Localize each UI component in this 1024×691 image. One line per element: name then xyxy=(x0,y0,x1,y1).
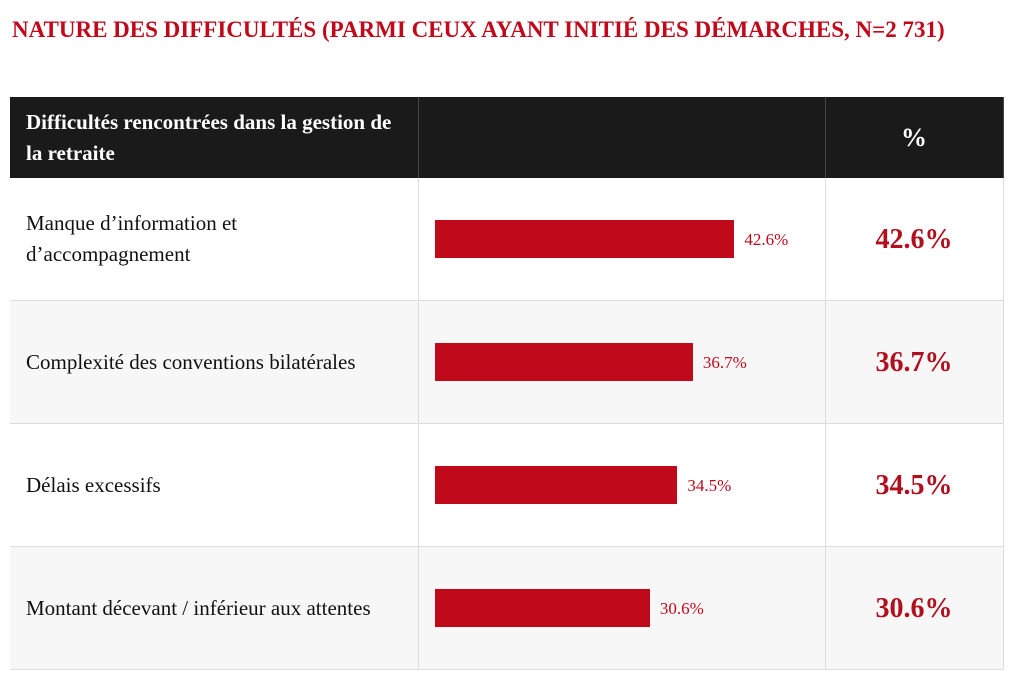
bar-label: 34.5% xyxy=(687,475,732,495)
percent: 42.6% xyxy=(825,178,1004,301)
bar-label: 30.6% xyxy=(659,598,704,618)
bar xyxy=(434,589,650,627)
header-row: Difficultés rencontrées dans la gestion … xyxy=(10,97,1004,178)
row: Montant décevant / inférieur aux attente… xyxy=(10,546,1004,670)
row: Manque d’information et d’accompagnement… xyxy=(10,178,1004,301)
title: NATURE DES DIFFICULTÉS (PARMI CEUX AYANT… xyxy=(12,17,945,42)
row-label: Complexité des conventions bilatérales xyxy=(10,300,419,424)
bar-cell: 30.6% xyxy=(418,546,826,670)
header-label: Difficultés rencontrées dans la gestion … xyxy=(10,97,419,178)
bar-label: 42.6% xyxy=(744,229,789,249)
percent: 30.6% xyxy=(825,546,1004,670)
bar xyxy=(434,343,693,381)
table: Difficultés rencontrées dans la gestion … xyxy=(10,97,1004,670)
bar xyxy=(434,220,735,258)
row-label: Délais excessifs xyxy=(10,423,419,547)
bar xyxy=(434,466,678,504)
bar-label: 36.7% xyxy=(702,352,747,372)
row-label: Montant décevant / inférieur aux attente… xyxy=(10,546,419,670)
row: Complexité des conventions bilatérales 36… xyxy=(10,300,1004,424)
row: Délais excessifs 34.5% 34.5% xyxy=(10,423,1004,547)
percent: 34.5% xyxy=(825,423,1004,547)
header-percent: % xyxy=(825,97,1004,178)
bar-cell: 36.7% xyxy=(418,300,826,424)
bar-cell: 34.5% xyxy=(418,423,826,547)
bar-cell: 42.6% xyxy=(418,178,826,301)
percent: 36.7% xyxy=(825,300,1004,424)
header-chart xyxy=(418,97,826,178)
table-body: Manque d’information et d’accompagnement… xyxy=(10,178,1004,670)
row-label: Manque d’information et d’accompagnement xyxy=(10,178,419,301)
